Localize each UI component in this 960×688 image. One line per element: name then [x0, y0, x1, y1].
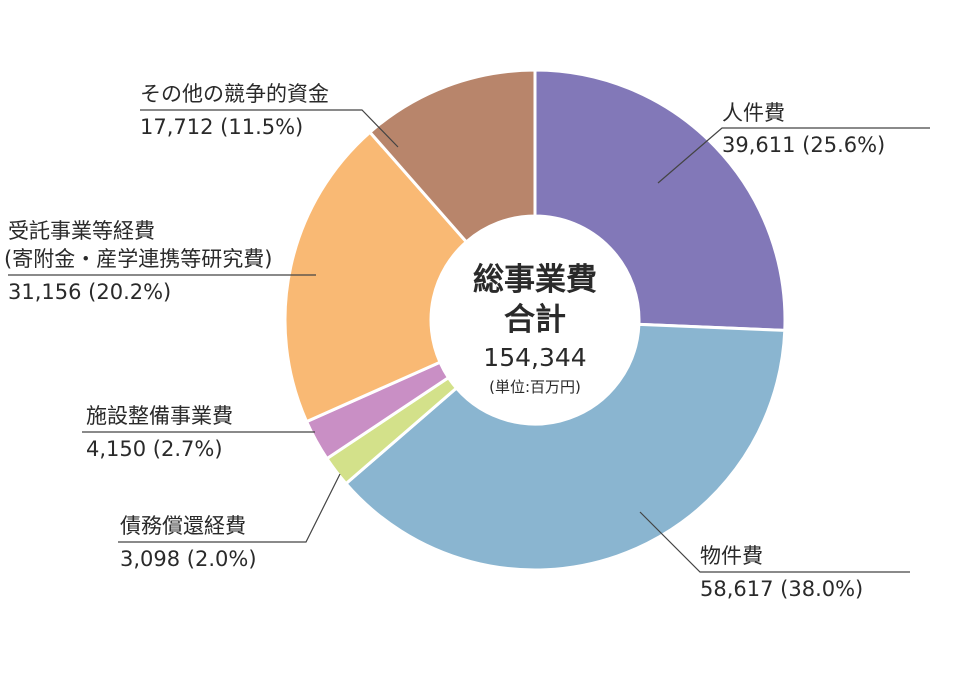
- label-shisetsu-name: 施設整備事業費: [86, 404, 233, 428]
- slice-jutaku: [283, 130, 469, 424]
- slice-bukkenhi: [343, 322, 787, 572]
- label-shisetsu-value: 4,150 (2.7%): [86, 437, 223, 461]
- label-jinkenhi-value: 39,611 (25.6%): [722, 133, 885, 157]
- center-total: 154,344: [483, 343, 586, 372]
- slices-group: [283, 68, 787, 572]
- leader-bukkenhi: [639, 511, 910, 573]
- center-unit: (単位:百万円): [489, 378, 581, 396]
- label-jutaku-name2: (寄附金・産学連携等研究費): [4, 247, 272, 271]
- center-title-line2: 合計: [504, 302, 566, 338]
- label-jutaku-name1: 受託事業等経費: [8, 219, 155, 243]
- slice-sonota: [367, 68, 537, 244]
- label-jutaku-value: 31,156 (20.2%): [8, 280, 171, 304]
- label-bukkenhi-value: 58,617 (38.0%): [700, 577, 863, 601]
- slice-jinkenhi: [533, 68, 787, 332]
- label-sonota-value: 17,712 (11.5%): [140, 115, 303, 139]
- label-saimu-name: 債務償還経費: [120, 514, 246, 538]
- leader-saimu: [118, 473, 341, 543]
- leader-jinkenhi: [657, 127, 930, 184]
- label-sonota-name: その他の競争的資金: [140, 82, 329, 106]
- label-jinkenhi-name: 人件費: [722, 101, 785, 125]
- center-title-line1: 総事業費: [473, 262, 597, 298]
- leader-sonota: [140, 109, 399, 148]
- label-saimu-value: 3,098 (2.0%): [120, 547, 257, 571]
- label-bukkenhi-name: 物件費: [700, 544, 763, 568]
